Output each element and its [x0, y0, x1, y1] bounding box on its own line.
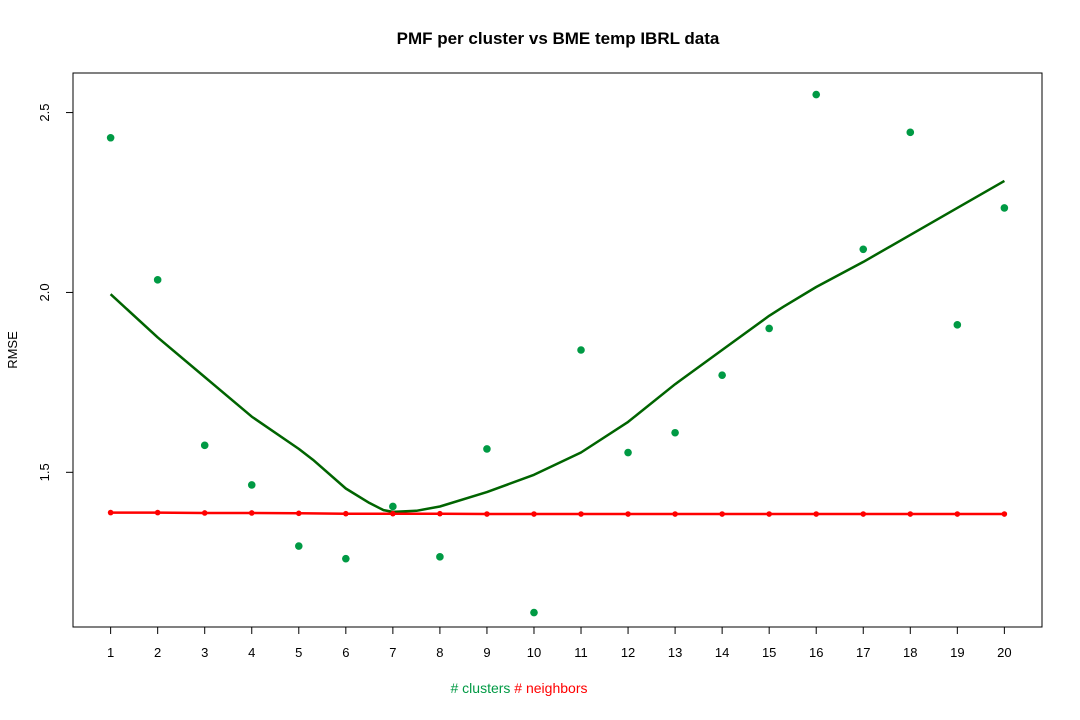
chart-title: PMF per cluster vs BME temp IBRL data [397, 29, 720, 48]
data-point-clusters [624, 448, 632, 457]
data-point-neighbors [766, 511, 772, 517]
x-tick-label: 16 [809, 645, 823, 660]
data-point-clusters [247, 481, 256, 489]
data-point-clusters [671, 428, 679, 437]
x-axis: 1 2 3 4 5 6 7 8 9 10 11 12 13 14 15 16 17 18 19 20 [107, 627, 1012, 660]
x-tick-label: 6 [342, 645, 349, 660]
x-tick-label: 13 [668, 645, 682, 660]
x-tick-label: 14 [715, 645, 729, 660]
data-point-clusters [483, 445, 491, 453]
y-axis: 1.5 2.0 2.5 [37, 104, 73, 481]
series-line-clusters-smooth [109, 179, 1006, 514]
y-tick-label: 1.5 [37, 463, 52, 481]
y-axis-title: RMSE [5, 331, 20, 369]
x-tick-label: 3 [201, 645, 208, 660]
data-point-neighbors [484, 511, 490, 517]
data-point-neighbors [578, 511, 584, 517]
x-tick-label: 5 [295, 645, 302, 660]
x-axis-title-part: # clusters [451, 680, 511, 696]
data-point-clusters [436, 553, 444, 561]
data-point-clusters [1000, 204, 1009, 212]
data-point-neighbors [154, 509, 161, 516]
x-tick-label: 4 [248, 645, 255, 660]
x-axis-title-part: # neighbors [510, 680, 587, 696]
y-tick-label: 2.5 [37, 104, 52, 122]
x-axis-title: # clusters # neighbors [451, 680, 588, 696]
data-point-neighbors [813, 511, 820, 517]
data-point-clusters [718, 371, 726, 379]
data-point-clusters [200, 441, 209, 450]
data-point-neighbors [860, 511, 867, 517]
data-point-clusters [906, 128, 915, 137]
data-point-neighbors [625, 511, 631, 517]
x-tick-label: 7 [389, 645, 396, 660]
data-point-clusters [953, 321, 962, 329]
x-tick-label: 15 [762, 645, 776, 660]
x-tick-label: 11 [574, 645, 588, 660]
series-layer [106, 90, 1009, 617]
plot-frame [72, 72, 1043, 628]
data-point-clusters [859, 245, 868, 254]
x-tick-label: 1 [107, 645, 114, 660]
data-point-neighbors [672, 511, 678, 517]
data-point-clusters [530, 608, 538, 617]
data-point-neighbors [107, 509, 114, 516]
data-point-clusters [389, 502, 397, 511]
data-point-clusters [812, 90, 821, 99]
series-clusters [106, 90, 1009, 617]
data-point-clusters [106, 133, 115, 142]
x-tick-label: 2 [154, 645, 161, 660]
x-tick-label: 18 [903, 645, 917, 660]
data-point-neighbors [719, 511, 725, 517]
x-tick-label: 8 [436, 645, 443, 660]
data-point-neighbors [295, 510, 302, 517]
data-point-neighbors [1001, 511, 1008, 517]
data-point-neighbors [954, 511, 961, 517]
data-point-neighbors [201, 510, 208, 516]
y-tick-label: 2.0 [37, 283, 52, 301]
series-clusters-smooth [109, 179, 1006, 514]
data-point-neighbors [907, 511, 914, 517]
x-tick-label: 17 [856, 645, 870, 660]
data-point-neighbors [343, 510, 349, 517]
series-neighbors [107, 509, 1008, 517]
data-point-clusters [294, 542, 303, 550]
data-point-neighbors [390, 510, 396, 517]
data-point-clusters [153, 276, 162, 284]
data-point-clusters [577, 346, 585, 354]
x-tick-label: 9 [483, 645, 490, 660]
x-tick-label: 20 [997, 645, 1011, 660]
data-point-clusters [342, 554, 350, 563]
series-line-neighbors [110, 511, 1005, 516]
data-point-neighbors [248, 510, 255, 516]
x-tick-label: 10 [527, 645, 541, 660]
data-point-neighbors [437, 510, 443, 517]
data-point-neighbors [531, 511, 537, 517]
x-tick-label: 19 [950, 645, 964, 660]
x-tick-label: 12 [621, 645, 635, 660]
data-point-clusters [765, 324, 773, 333]
